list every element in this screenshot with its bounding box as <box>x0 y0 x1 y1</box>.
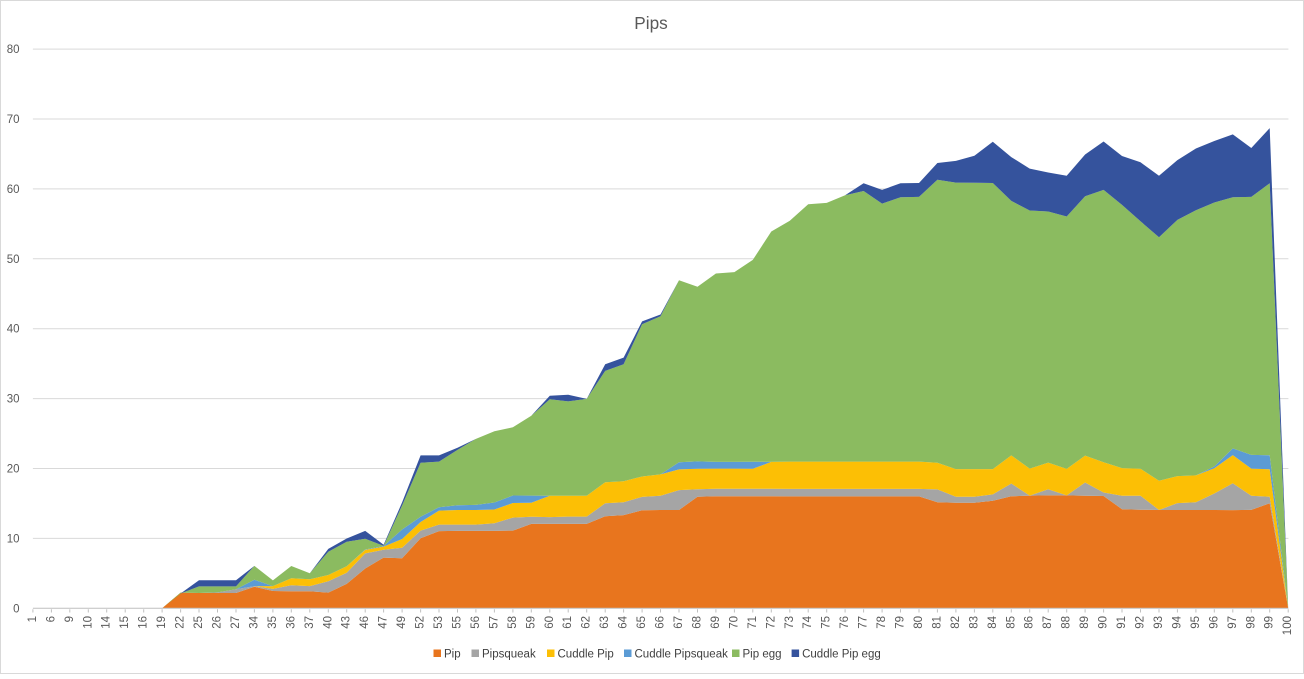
svg-text:19: 19 <box>156 616 168 629</box>
svg-text:75: 75 <box>821 616 833 629</box>
svg-text:10: 10 <box>7 533 20 545</box>
svg-text:40: 40 <box>7 324 20 336</box>
svg-text:99: 99 <box>1264 616 1276 629</box>
svg-text:77: 77 <box>858 616 870 629</box>
svg-text:88: 88 <box>1061 616 1073 629</box>
svg-text:36: 36 <box>285 616 297 629</box>
svg-text:53: 53 <box>433 616 445 629</box>
svg-text:66: 66 <box>655 616 667 629</box>
svg-text:87: 87 <box>1042 616 1054 629</box>
svg-text:82: 82 <box>950 616 962 629</box>
svg-text:Cuddle Pip: Cuddle Pip <box>558 649 614 661</box>
svg-text:85: 85 <box>1005 616 1017 629</box>
svg-text:90: 90 <box>1098 616 1110 629</box>
svg-text:52: 52 <box>415 616 427 629</box>
svg-text:92: 92 <box>1135 616 1147 629</box>
svg-text:58: 58 <box>507 616 519 629</box>
svg-text:81: 81 <box>931 616 943 629</box>
svg-text:95: 95 <box>1190 616 1202 629</box>
svg-text:100: 100 <box>1282 616 1294 635</box>
svg-text:84: 84 <box>987 615 999 628</box>
svg-text:64: 64 <box>618 615 630 628</box>
svg-text:97: 97 <box>1227 616 1239 629</box>
svg-text:47: 47 <box>378 616 390 629</box>
svg-text:79: 79 <box>895 616 907 629</box>
svg-text:Cuddle Pip egg: Cuddle Pip egg <box>802 649 881 661</box>
svg-text:78: 78 <box>876 616 888 629</box>
svg-text:70: 70 <box>7 114 20 126</box>
svg-text:60: 60 <box>7 184 20 196</box>
svg-text:70: 70 <box>728 616 740 629</box>
svg-text:68: 68 <box>692 616 704 629</box>
svg-text:9: 9 <box>64 616 76 622</box>
svg-text:98: 98 <box>1245 616 1257 629</box>
svg-text:Cuddle Pipsqueak: Cuddle Pipsqueak <box>635 649 729 661</box>
svg-text:30: 30 <box>7 394 20 406</box>
svg-text:34: 34 <box>248 615 260 628</box>
svg-text:80: 80 <box>7 44 20 56</box>
svg-text:35: 35 <box>267 616 279 629</box>
svg-text:69: 69 <box>710 616 722 629</box>
svg-text:10: 10 <box>82 616 94 629</box>
svg-text:57: 57 <box>488 616 500 629</box>
svg-text:26: 26 <box>212 616 224 629</box>
svg-text:16: 16 <box>138 616 150 629</box>
svg-text:73: 73 <box>784 616 796 629</box>
svg-text:63: 63 <box>599 616 611 629</box>
svg-text:Pipsqueak: Pipsqueak <box>482 649 536 661</box>
svg-text:72: 72 <box>765 616 777 629</box>
svg-text:22: 22 <box>175 616 187 629</box>
svg-text:55: 55 <box>452 616 464 629</box>
svg-text:0: 0 <box>13 603 19 615</box>
svg-text:27: 27 <box>230 616 242 629</box>
svg-text:1: 1 <box>27 616 39 622</box>
svg-text:76: 76 <box>839 616 851 629</box>
svg-text:61: 61 <box>562 616 574 629</box>
svg-text:71: 71 <box>747 616 759 629</box>
svg-text:80: 80 <box>913 616 925 629</box>
svg-text:65: 65 <box>636 616 648 629</box>
svg-text:94: 94 <box>1171 615 1183 628</box>
svg-text:86: 86 <box>1024 616 1036 629</box>
svg-text:6: 6 <box>45 616 57 622</box>
svg-text:15: 15 <box>119 616 131 629</box>
svg-text:62: 62 <box>581 616 593 629</box>
svg-text:91: 91 <box>1116 616 1128 629</box>
svg-text:20: 20 <box>7 464 20 476</box>
svg-text:60: 60 <box>544 616 556 629</box>
svg-text:59: 59 <box>525 616 537 629</box>
svg-text:50: 50 <box>7 254 20 266</box>
svg-text:56: 56 <box>470 616 482 629</box>
svg-text:46: 46 <box>359 616 371 629</box>
svg-text:14: 14 <box>101 615 113 628</box>
svg-text:40: 40 <box>322 616 334 629</box>
svg-text:43: 43 <box>341 616 353 629</box>
svg-text:Pip: Pip <box>444 649 461 661</box>
svg-text:37: 37 <box>304 616 316 629</box>
svg-text:49: 49 <box>396 616 408 629</box>
svg-text:74: 74 <box>802 615 814 628</box>
svg-text:96: 96 <box>1208 616 1220 629</box>
svg-text:Pips: Pips <box>634 13 667 33</box>
svg-text:83: 83 <box>968 616 980 629</box>
svg-text:25: 25 <box>193 616 205 629</box>
svg-text:67: 67 <box>673 616 685 629</box>
svg-text:Pip egg: Pip egg <box>743 649 782 661</box>
svg-text:89: 89 <box>1079 616 1091 629</box>
svg-text:93: 93 <box>1153 616 1165 629</box>
